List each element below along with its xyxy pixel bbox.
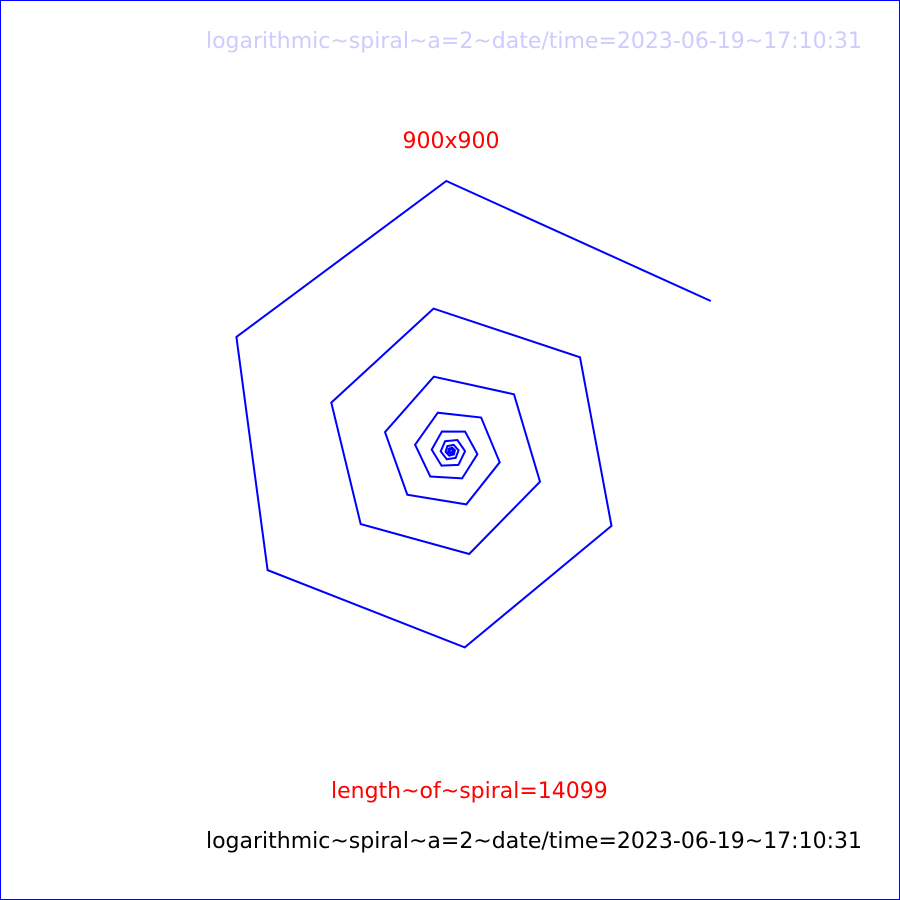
spiral-length-label: length~of~spiral=14099 xyxy=(331,779,608,804)
top-caption: logarithmic~spiral~a=2~date/time=2023-06… xyxy=(205,29,862,54)
spiral-polyline xyxy=(235,179,712,649)
bottom-caption: logarithmic~spiral~a=2~date/time=2023-06… xyxy=(205,829,862,854)
canvas-size-label: 900x900 xyxy=(402,129,500,154)
